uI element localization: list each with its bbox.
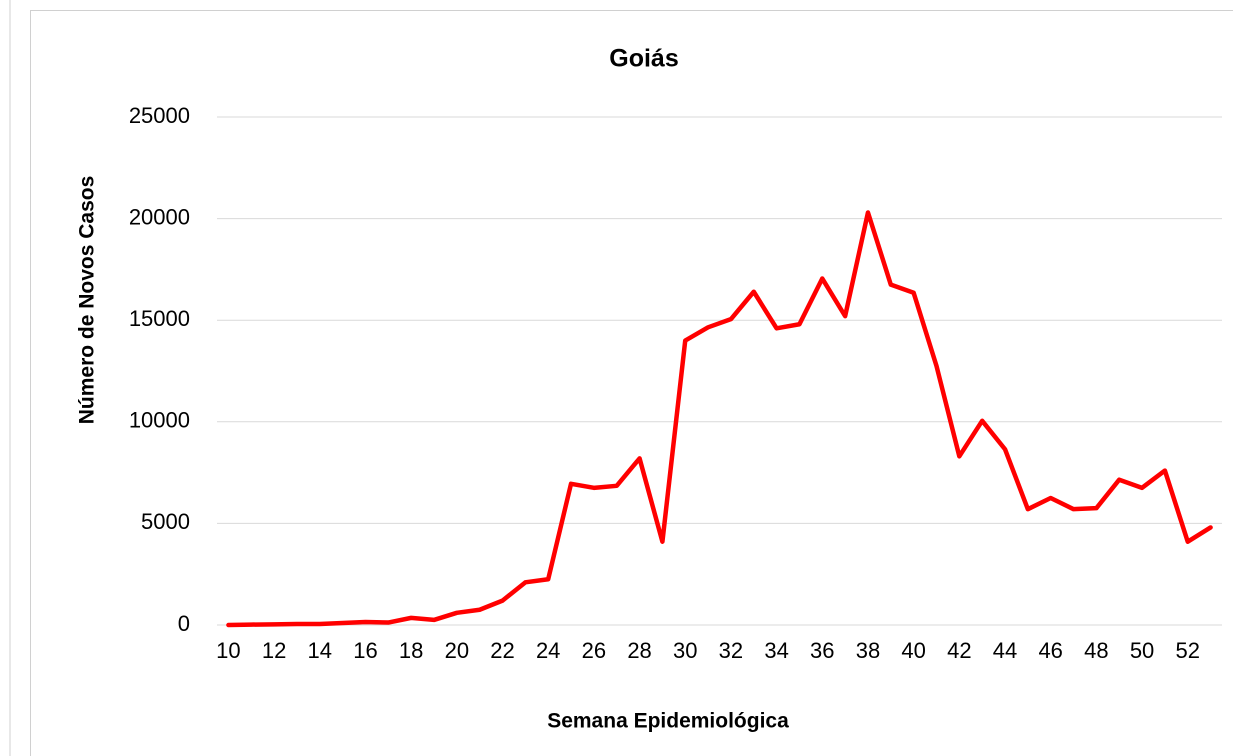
x-tick-label: 26 (582, 638, 606, 663)
x-tick-label: 32 (719, 638, 743, 663)
y-tick-label: 10000 (129, 408, 190, 433)
x-tick-label: 22 (490, 638, 514, 663)
x-tick-label: 24 (536, 638, 560, 663)
x-tick-label: 40 (901, 638, 925, 663)
x-tick-label: 18 (399, 638, 423, 663)
x-tick-label: 34 (764, 638, 788, 663)
x-tick-label: 14 (308, 638, 332, 663)
x-tick-label: 46 (1038, 638, 1062, 663)
x-tick-label: 30 (673, 638, 697, 663)
y-tick-label: 20000 (129, 204, 190, 229)
y-tick-label: 0 (178, 611, 190, 636)
x-tick-label: 44 (993, 638, 1017, 663)
data-line (226, 210, 1213, 628)
x-axis-title: Semana Epidemiológica (547, 710, 789, 733)
y-tick-label: 25000 (129, 103, 190, 128)
y-axis-title: Número de Novos Casos (76, 176, 99, 425)
x-tick-label: 16 (353, 638, 377, 663)
x-tick-label: 42 (947, 638, 971, 663)
x-tick-label: 28 (627, 638, 651, 663)
x-tick-label: 10 (216, 638, 240, 663)
x-tick-label: 52 (1175, 638, 1199, 663)
y-tick-label: 5000 (141, 509, 190, 534)
x-tick-label: 20 (445, 638, 469, 663)
x-tick-label: 50 (1130, 638, 1154, 663)
y-tick-label: 15000 (129, 306, 190, 331)
x-tick-label: 12 (262, 638, 286, 663)
x-tick-label: 48 (1084, 638, 1108, 663)
x-tick-label: 38 (856, 638, 880, 663)
x-tick-label: 36 (810, 638, 834, 663)
chart-title: Goiás (609, 45, 678, 73)
chart-border (30, 10, 1233, 756)
